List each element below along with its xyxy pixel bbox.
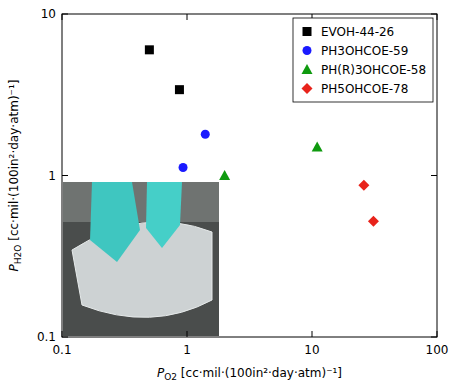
x-tick-top — [187, 14, 188, 20]
legend-marker — [303, 27, 312, 36]
point — [145, 45, 154, 54]
x-axis-label: PO2 [cc·mil·(100in²·day·atm)⁻¹] — [157, 366, 342, 382]
point — [358, 180, 369, 191]
axis-label-subscript: H2O — [13, 245, 23, 265]
legend-label: PH3OHCOE-59 — [321, 44, 408, 58]
legend-marker — [303, 46, 312, 55]
legend-label: PH(R)3OHCOE-58 — [321, 63, 426, 77]
y-tick-right — [431, 175, 437, 176]
y-tick-label: 0.1 — [37, 330, 56, 344]
legend-box — [293, 18, 433, 102]
x-tick-label: 1 — [183, 343, 191, 357]
x-tick-label: 0.1 — [52, 343, 71, 357]
y-tick — [62, 337, 68, 338]
axis-label-subscript: O2 — [164, 372, 177, 382]
y-tick — [62, 175, 68, 176]
y-tick-right — [431, 337, 437, 338]
legend-label: EVOH-44-26 — [321, 25, 394, 39]
point — [201, 130, 210, 139]
legend-label: PH5OHCOE-78 — [321, 82, 408, 96]
point — [312, 142, 323, 152]
chart: 0.1 1 10 100 0.1 1 10 PO2 [cc·mil·(100in²·day·a… — [0, 0, 474, 387]
axis-label-unit: [cc·mil·(100in²·day·atm)⁻¹] — [7, 80, 21, 245]
x-tick-top — [437, 14, 438, 20]
axis-label-unit: [cc·mil·(100in²·day·atm)⁻¹] — [177, 366, 342, 380]
inset-photo — [63, 182, 219, 336]
legend-marker — [302, 64, 313, 74]
y-tick — [62, 14, 68, 15]
point — [179, 163, 188, 172]
x-tick — [437, 331, 438, 337]
point — [219, 170, 230, 180]
x-tick — [62, 331, 63, 337]
point — [175, 85, 184, 94]
x-tick-top — [62, 14, 63, 20]
x-tick — [312, 331, 313, 337]
plot-frame — [62, 14, 437, 337]
x-tick-label: 100 — [426, 343, 449, 357]
ticks: 0.1 1 10 100 0.1 1 10 — [37, 7, 449, 357]
y-tick-right — [431, 14, 437, 15]
legend: EVOH-44-26 PH3OHCOE-59 PH(R)3OHCOE-58 PH5OH… — [293, 18, 433, 102]
y-tick-label: 10 — [41, 7, 56, 21]
photo-glove-left — [90, 182, 140, 262]
point — [368, 216, 379, 227]
legend-marker — [302, 83, 313, 94]
y-axis-label: PH2O [cc·mil·(100in²·day·atm)⁻¹] — [7, 80, 23, 272]
x-tick-label: 10 — [304, 343, 319, 357]
x-tick — [187, 331, 188, 337]
photo-glove-right — [146, 182, 182, 248]
photo-bg — [63, 182, 219, 336]
y-tick-label: 1 — [48, 169, 56, 183]
photo-bg-top — [63, 182, 219, 222]
background — [0, 0, 474, 387]
